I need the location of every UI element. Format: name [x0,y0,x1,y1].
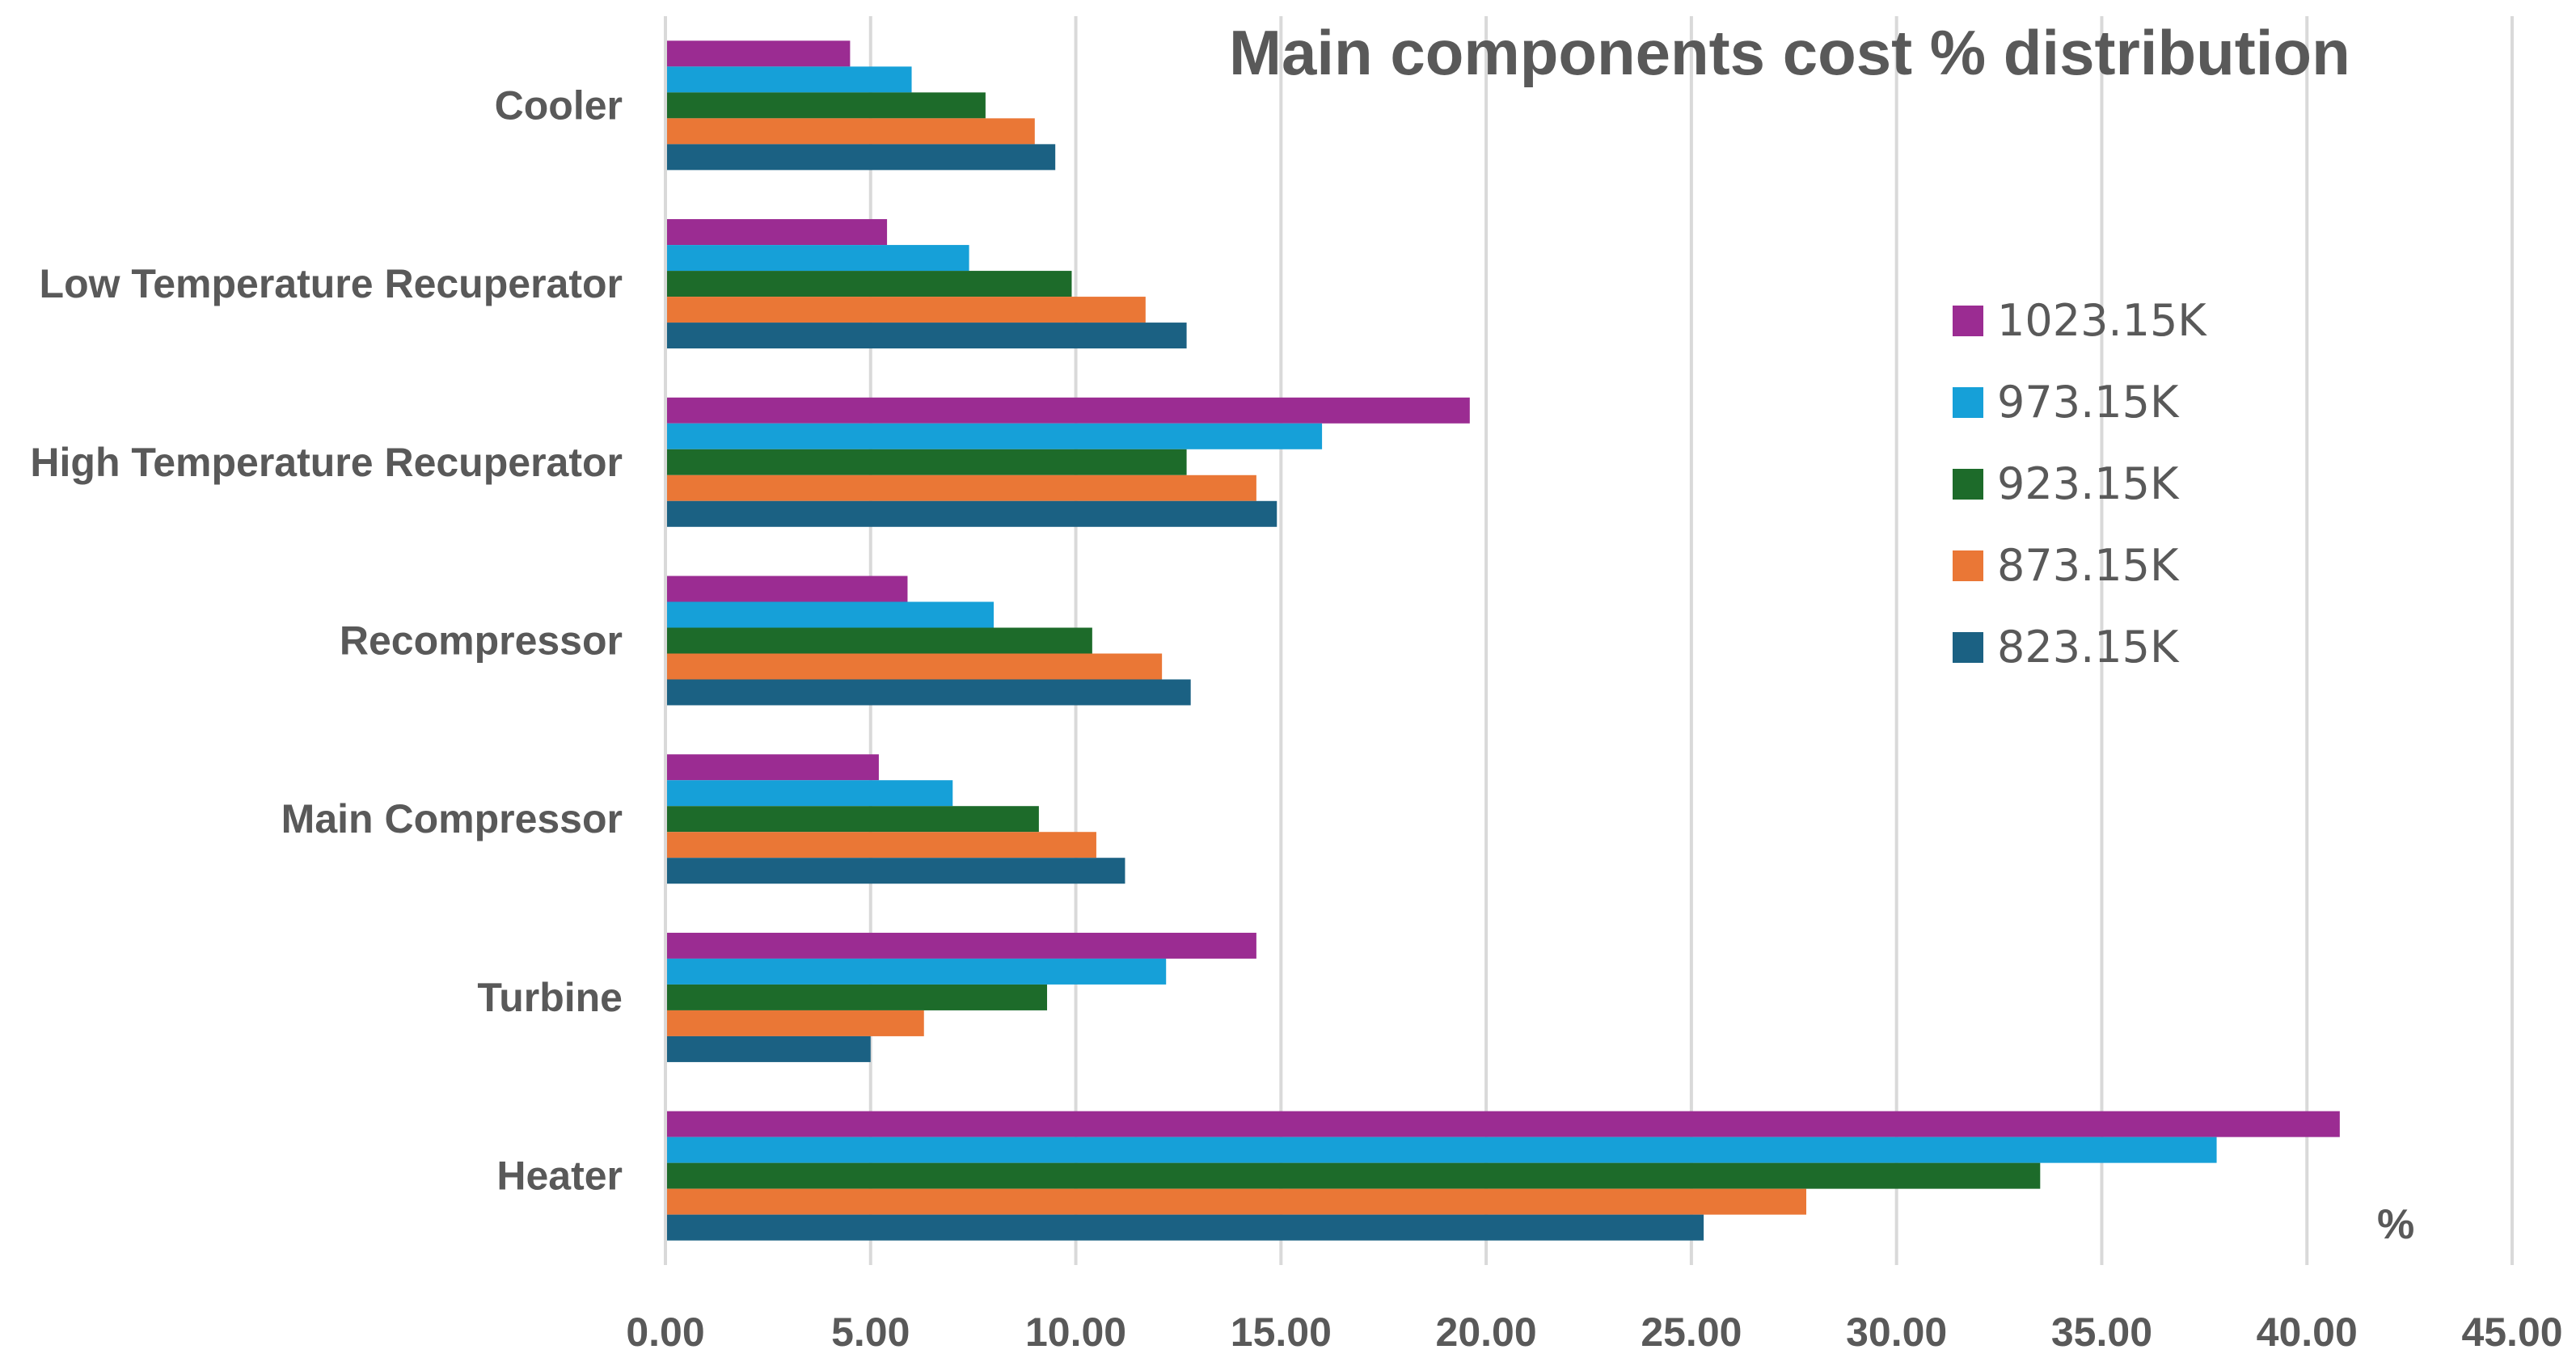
x-tick-label: 0.00 [626,1310,704,1355]
bar-cooler-973-15k [667,66,912,93]
x-tick-label: 45.00 [2461,1310,2562,1355]
bar-recompressor-923-15k [667,627,1092,654]
bar-high-temperature-recuperator-823-15k [667,500,1277,527]
bar-high-temperature-recuperator-873-15k [667,474,1256,501]
chart-title: Main components cost % distribution [1229,17,2350,88]
category-label: Turbine [477,975,623,1020]
bar-heater-823-15k [667,1214,1704,1241]
bar-cooler-873-15k [667,118,1035,145]
x-tick-label: 20.00 [1436,1310,1537,1355]
bar-turbine-873-15k [667,1010,924,1036]
x-tick-label: 40.00 [2257,1310,2358,1355]
x-tick-label: 30.00 [1846,1310,1947,1355]
bar-recompressor-873-15k [667,653,1163,680]
category-label: Cooler [495,82,623,128]
bar-turbine-1023-15k [667,932,1256,959]
bar-high-temperature-recuperator-1023-15k [667,397,1470,424]
category-label: Main Compressor [281,796,623,841]
category-label: High Temperature Recuperator [30,440,623,485]
legend-label: 973.15K [1997,377,2180,428]
x-axis-unit-label: % [2377,1201,2414,1248]
legend-label: 873.15K [1997,540,2180,591]
legend-swatch [1953,306,1983,336]
bar-cooler-1023-15k [667,40,851,67]
bars [667,40,2340,1241]
bar-heater-973-15k [667,1137,2217,1163]
bar-low-temperature-recuperator-1023-15k [667,219,888,246]
bar-low-temperature-recuperator-973-15k [667,245,969,272]
bar-heater-1023-15k [667,1111,2340,1137]
category-label: Recompressor [340,618,623,664]
bar-main-compressor-1023-15k [667,754,879,781]
category-label: Heater [496,1153,623,1199]
bar-turbine-823-15k [667,1035,871,1062]
bar-main-compressor-823-15k [667,858,1125,884]
legend: 1023.15K 973.15K 923.15K 873.15K 823.15K [1953,295,2207,673]
bar-low-temperature-recuperator-873-15k [667,297,1146,323]
category-label: Low Temperature Recuperator [40,261,623,306]
legend-swatch [1953,469,1983,500]
bar-turbine-923-15k [667,984,1048,1010]
bar-heater-923-15k [667,1162,2041,1189]
bar-high-temperature-recuperator-973-15k [667,423,1323,449]
legend-label: 1023.15K [1997,295,2207,346]
x-tick-label: 25.00 [1641,1310,1742,1355]
bar-recompressor-1023-15k [667,576,908,602]
x-tick-label: 15.00 [1231,1310,1332,1355]
legend-swatch [1953,387,1983,418]
x-tick-label: 35.00 [2051,1310,2152,1355]
bar-high-temperature-recuperator-923-15k [667,449,1187,475]
bar-cooler-923-15k [667,92,986,119]
bar-heater-873-15k [667,1188,1807,1215]
bar-recompressor-823-15k [667,679,1191,706]
legend-label: 823.15K [1997,622,2180,673]
legend-label: 923.15K [1997,458,2180,509]
bar-main-compressor-873-15k [667,832,1096,858]
category-labels: Cooler Low Temperature Recuperator High Te… [30,82,623,1198]
bar-low-temperature-recuperator-823-15k [667,323,1187,349]
x-tick-label: 10.00 [1025,1310,1126,1355]
bar-turbine-973-15k [667,958,1167,985]
legend-swatch [1953,632,1983,663]
bar-cooler-823-15k [667,144,1056,171]
bar-main-compressor-923-15k [667,806,1039,833]
x-axis-ticks: 0.00 5.00 10.00 15.00 20.00 25.00 30.00 35.00 40… [626,1310,2562,1355]
legend-swatch [1953,550,1983,581]
x-tick-label: 5.00 [831,1310,910,1355]
bar-main-compressor-973-15k [667,780,953,807]
bar-recompressor-973-15k [667,601,995,628]
bar-low-temperature-recuperator-923-15k [667,271,1072,297]
